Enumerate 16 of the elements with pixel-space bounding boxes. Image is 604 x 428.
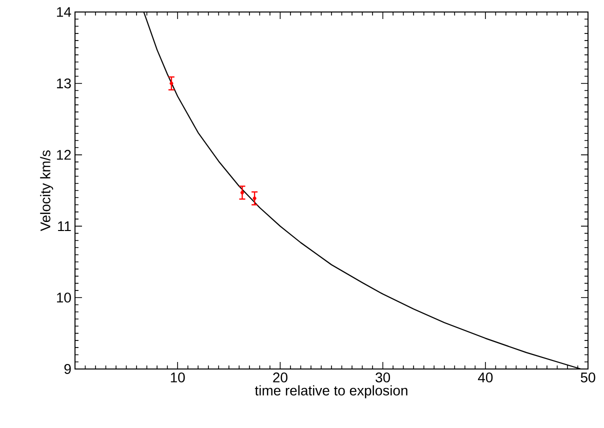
y-tick-label: 10: [57, 292, 71, 303]
point: [170, 82, 174, 86]
point: [252, 196, 256, 200]
x-tick-label: 50: [580, 372, 596, 382]
y-tick-label: 14: [57, 7, 72, 17]
x-tick-label: 10: [170, 372, 185, 382]
y-tick-label: 13: [57, 78, 71, 88]
y-tick-label: 11: [58, 221, 71, 231]
point: [240, 190, 244, 194]
y-axis-title: Velocity km/s: [40, 150, 54, 232]
x-tick-label: 30: [376, 372, 390, 382]
x-tick-label: 20: [273, 372, 288, 382]
x-axis-title: time relative to explosion: [254, 385, 408, 398]
y-tick-label: 12: [57, 150, 71, 160]
y-tick-label: 9: [64, 364, 71, 374]
x-tick-label: 40: [478, 372, 493, 382]
